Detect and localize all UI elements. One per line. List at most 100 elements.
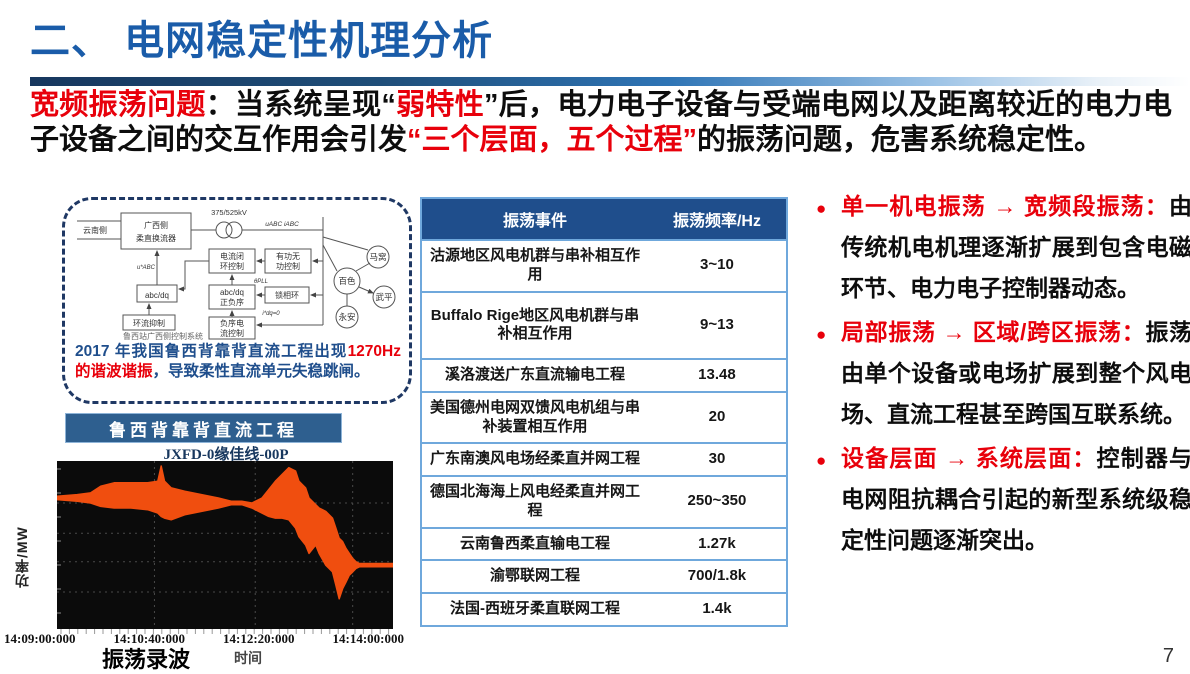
label-kv: 375/525kV xyxy=(211,208,247,217)
label-line-uv: uABC iABC xyxy=(265,221,299,228)
bullet-body: 振荡由单个设备或电场扩展到整个风电场、直流工程甚至跨国互联系统。 xyxy=(841,318,1190,427)
freq-cell: 700/1.8k xyxy=(647,559,787,593)
table-row: 法国-西班牙柔直联网工程 1.4k xyxy=(421,592,787,626)
label-yunnan-side: 云南侧 xyxy=(83,225,107,235)
intro-paragraph: 宽频振荡问题：当系统呈现“弱特性”后，电力电子设备与受端电网以及距离较近的电力电… xyxy=(30,88,1172,159)
event-cell: 广东南澳风电场经柔直并网工程 xyxy=(421,442,648,476)
table-row: 美国德州电网双馈风电机组与串补装置相互作用 20 xyxy=(421,390,787,444)
table-header-row: 振荡事件 振荡频率/Hz xyxy=(421,198,787,240)
table-row: 广东南澳风电场经柔直并网工程 30 xyxy=(421,442,787,476)
label-neg-seq-1: 负序电 xyxy=(220,318,244,328)
label-neg-seq-2: 流控制 xyxy=(220,328,244,338)
waveform-plot xyxy=(56,461,394,634)
x-tick-label: 14:12:20:000 xyxy=(223,631,295,646)
y-axis-label: 功率/MW xyxy=(14,526,30,588)
table-row: Buffalo Rige地区风电机群与串补相互作用 9~13 xyxy=(421,290,787,359)
bullet-list: ● 单一机电振荡 → 宽频段振荡：由传统机电机理逐渐扩展到包含电磁环节、电力电子… xyxy=(816,186,1190,563)
bullet-dot-icon: ● xyxy=(816,199,827,218)
table-header-freq: 振荡频率/Hz xyxy=(647,198,787,240)
table-row: 云南鲁西柔直输电工程 1.27k xyxy=(421,526,787,561)
bullet-body: 控制器与电网阻抗耦合引起的新型系统级稳定性问题逐渐突出。 xyxy=(841,444,1190,553)
label-current-loop-2: 环控制 xyxy=(220,261,244,271)
x-axis-label: 时间 xyxy=(234,650,262,666)
label-seq-1: abc/dq xyxy=(220,288,244,297)
freq-cell: 13.48 xyxy=(647,358,787,392)
project-banner: 鲁西背靠背直流工程 xyxy=(65,413,342,443)
label-current-loop-1: 电流闭 xyxy=(220,251,244,261)
case-caption-highlight: 1270Hz 的谐波谐振 xyxy=(75,343,401,380)
page-number: 7 xyxy=(1162,645,1174,667)
label-pll: 锁相环 xyxy=(275,290,299,300)
label-abcdq: abc/dq xyxy=(145,291,169,300)
event-cell: Buffalo Rige地区风电机群与串补相互作用 xyxy=(421,290,648,359)
bullet-item: ● 设备层面 → 系统层面：控制器与电网阻抗耦合引起的新型系统级稳定性问题逐渐突… xyxy=(816,438,1190,561)
label-idq-ref: i*dq=0 xyxy=(262,311,280,317)
freq-cell: 3~10 xyxy=(647,239,787,292)
freq-cell: 30 xyxy=(647,442,787,476)
oscillation-table: 振荡事件 振荡频率/Hz 沽源地区风电机群与串补相互作用 3~10 Buffalo… xyxy=(420,197,788,627)
table-row: 沽源地区风电机群与串补相互作用 3~10 xyxy=(421,239,787,292)
bullet-item: ● 局部振荡 → 区域/跨区振荡：振荡由单个设备或电场扩展到整个风电场、直流工程… xyxy=(816,312,1190,435)
label-mawo: 马窝 xyxy=(369,252,386,262)
title-underline-bar xyxy=(30,77,1190,86)
intro-text: ：当系统呈现“ xyxy=(205,89,396,121)
intro-text: ”后，电力电子设备与受端电网以及距离较近的电力电子设备之间的交互作用会引发 xyxy=(30,89,1172,157)
label-converter-1: 广西侧 xyxy=(144,220,168,230)
control-system-diagram: 云南侧 广西侧 柔直换流器 375/525kV uABC iABC 电流闭 环控… xyxy=(77,208,396,341)
freq-cell: 1.27k xyxy=(647,526,787,561)
label-pq-2: 功控制 xyxy=(276,261,300,271)
transformer-icon xyxy=(215,221,233,239)
label-pq-1: 有功无 xyxy=(276,251,300,261)
case-study-box: 云南侧 广西侧 柔直换流器 375/525kV uABC iABC 电流闭 环控… xyxy=(62,197,412,404)
intro-highlight: 弱特性 xyxy=(395,89,484,121)
event-cell: 美国德州电网双馈风电机组与串补装置相互作用 xyxy=(421,390,648,444)
bullet-head: 单一机电振荡 → 宽频段振荡： xyxy=(841,193,1169,219)
node-mawo xyxy=(366,245,390,269)
x-tick-label: 14:14:00:000 xyxy=(332,631,405,646)
table-header-event: 振荡事件 xyxy=(421,198,648,240)
chart-title: JXFD-0缘佳线-00P xyxy=(163,447,289,463)
table-row: 溪洛渡送广东直流输电工程 13.48 xyxy=(421,358,787,392)
freq-cell: 250~350 xyxy=(647,475,787,528)
node-wuping xyxy=(372,285,396,309)
label-theta-pll: θPLL xyxy=(254,279,268,285)
x-tick-label: 14:10:40:000 xyxy=(113,631,186,646)
bullet-dot-icon: ● xyxy=(816,450,827,470)
freq-cell: 1.4k xyxy=(647,592,787,626)
intro-text: 的振荡问题，危害系统稳定性。 xyxy=(697,124,1104,157)
label-yongan: 永安 xyxy=(338,312,355,322)
bullet-head: 局部振荡 → 区域/跨区振荡： xyxy=(841,318,1146,345)
table-row: 渝鄂联网工程 700/1.8k xyxy=(421,559,787,593)
label-baise: 百色 xyxy=(338,276,356,286)
converter-box xyxy=(120,212,192,250)
bullet-dot-icon: ● xyxy=(816,324,827,344)
event-cell: 渝鄂联网工程 xyxy=(421,559,648,593)
event-cell: 云南鲁西柔直输电工程 xyxy=(421,526,648,561)
table-row: 德国北海海上风电经柔直并网工程 250~350 xyxy=(421,475,787,528)
oscillation-chart xyxy=(56,461,394,642)
label-circulation: 环流抑制 xyxy=(133,318,165,328)
freq-cell: 20 xyxy=(647,390,787,444)
label-seq-2: 正负序 xyxy=(220,297,244,307)
page-title: 二、 电网稳定性机理分析 xyxy=(30,19,494,63)
case-caption-text: ，导致柔性直流单元失稳跳闸。 xyxy=(152,362,370,380)
event-cell: 德国北海海上风电经柔直并网工程 xyxy=(421,475,648,528)
bullet-body: 由传统机电机理逐渐扩展到包含电磁环节、电力电子控制器动态。 xyxy=(841,193,1190,301)
case-caption: 2017 年我国鲁西背靠背直流工程出现1270Hz 的谐波谐振，导致柔性直流单元… xyxy=(75,342,401,381)
label-converter-2: 柔直换流器 xyxy=(136,233,176,243)
event-cell: 溪洛渡送广东直流输电工程 xyxy=(421,358,648,392)
intro-highlight: 宽频振荡问题 xyxy=(30,89,206,121)
bullet-head: 设备层面 → 系统层面： xyxy=(841,444,1097,471)
bullet-item: ● 单一机电振荡 → 宽频段振荡：由传统机电机理逐渐扩展到包含电磁环节、电力电子… xyxy=(816,186,1190,309)
label-uref: u*ABC xyxy=(137,265,156,271)
x-tick-label: 14:09:00:000 xyxy=(4,631,76,646)
diagram-caption: 鲁西站广西侧控制系统 xyxy=(123,331,203,341)
case-caption-text: 2017 年我国鲁西背靠背直流工程出现 xyxy=(75,343,348,360)
x-axis-ticks: 14:09:00:000 14:10:40:000 14:12:20:000 1… xyxy=(4,631,404,647)
event-cell: 沽源地区风电机群与串补相互作用 xyxy=(421,239,648,292)
freq-cell: 9~13 xyxy=(647,290,787,359)
chart-caption: 振荡录波 xyxy=(102,647,191,672)
event-cell: 法国-西班牙柔直联网工程 xyxy=(421,592,648,626)
intro-highlight: “三个层面，五个过程” xyxy=(407,124,698,157)
label-wuping: 武平 xyxy=(375,292,393,302)
